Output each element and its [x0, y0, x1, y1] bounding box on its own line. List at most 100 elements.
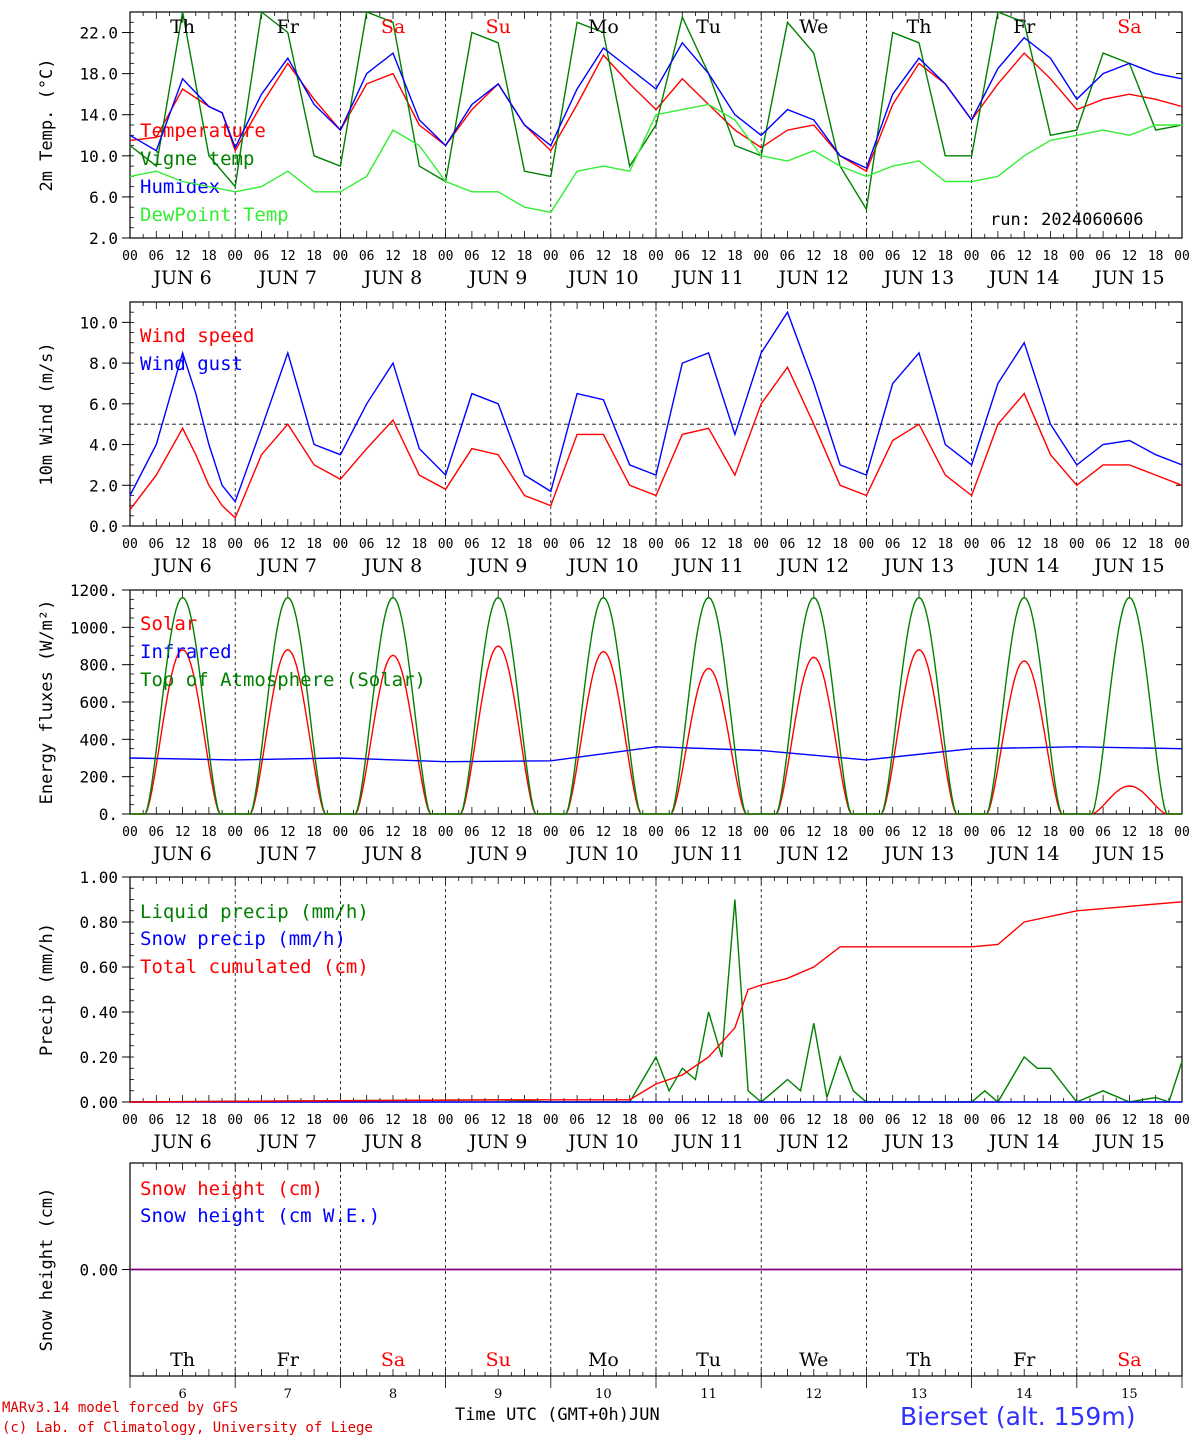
hour-tick-label: 18 — [1043, 249, 1059, 264]
day-name-bottom: Mo — [588, 1349, 619, 1371]
hour-tick-label: 06 — [885, 825, 901, 840]
hour-tick-label: 18 — [306, 249, 322, 264]
hour-tick-label: 06 — [148, 249, 164, 264]
date-label: JUN 6 — [151, 843, 211, 865]
hour-tick-label: 06 — [1095, 537, 1111, 552]
model-credit: MARv3.14 model forced by GFS — [2, 1400, 239, 1416]
hour-tick-label: 00 — [438, 1113, 454, 1128]
series-line-green — [129, 10, 1183, 212]
hour-tick-label: 00 — [122, 1113, 138, 1128]
date-label: JUN 10 — [566, 1131, 638, 1153]
hour-tick-label: 18 — [1043, 825, 1059, 840]
hour-tick-label: 06 — [885, 537, 901, 552]
hour-tick-label: 18 — [517, 537, 533, 552]
date-label: JUN 11 — [671, 843, 743, 865]
hour-tick-label: 12 — [911, 1113, 927, 1128]
y-tick-label: 200. — [79, 768, 118, 787]
hour-tick-label: 12 — [1122, 825, 1138, 840]
date-label: JUN 12 — [777, 843, 849, 865]
series-line-red — [129, 365, 1183, 520]
y-tick-label: 2.0 — [89, 476, 118, 495]
date-label: JUN 9 — [467, 843, 527, 865]
hour-tick-label: 06 — [1095, 1113, 1111, 1128]
hour-tick-label: 06 — [990, 825, 1006, 840]
hour-tick-label: 18 — [306, 825, 322, 840]
hour-tick-label: 00 — [543, 825, 559, 840]
hour-tick-label: 06 — [780, 249, 796, 264]
y-tick-label: 0.80 — [79, 913, 118, 932]
hour-tick-label: 18 — [937, 249, 953, 264]
hour-tick-label: 06 — [464, 537, 480, 552]
hour-tick-label: 06 — [1095, 249, 1111, 264]
date-label: JUN 13 — [882, 555, 954, 577]
date-label: JUN 10 — [566, 267, 638, 289]
date-label: JUN 9 — [467, 267, 527, 289]
hour-tick-label: 18 — [201, 249, 217, 264]
hour-tick-label: 06 — [780, 537, 796, 552]
hour-tick-label: 12 — [175, 1113, 191, 1128]
legend-entry: Humidex — [140, 176, 220, 198]
day-name-bottom: We — [799, 1349, 828, 1371]
hour-tick-label: 18 — [622, 537, 638, 552]
hour-tick-label: 18 — [201, 1113, 217, 1128]
panel-frame-1 — [129, 301, 1183, 527]
legend-entry: Wind speed — [140, 325, 254, 347]
hour-tick-label: 00 — [1069, 249, 1085, 264]
y-tick-label: 0.40 — [79, 1003, 118, 1022]
hour-tick-label: 12 — [280, 249, 296, 264]
day-number: 14 — [1016, 1387, 1033, 1402]
hour-tick-label: 06 — [359, 249, 375, 264]
hour-tick-label: 06 — [569, 249, 585, 264]
hour-tick-label: 12 — [911, 825, 927, 840]
legend-entry: Snow precip (mm/h) — [140, 928, 346, 950]
date-label: JUN 12 — [777, 1131, 849, 1153]
date-label: JUN 14 — [987, 843, 1059, 865]
date-label: JUN 6 — [151, 555, 211, 577]
hour-tick-label: 06 — [254, 249, 270, 264]
date-label: JUN 15 — [1092, 843, 1164, 865]
y-axis-label: 2m Temp. (°C) — [37, 58, 57, 191]
hour-tick-label: 00 — [122, 825, 138, 840]
hour-tick-label: 06 — [464, 825, 480, 840]
y-tick-label: 10.0 — [79, 313, 118, 332]
date-label: JUN 6 — [151, 1131, 211, 1153]
hour-tick-label: 06 — [569, 825, 585, 840]
date-label: JUN 11 — [671, 267, 743, 289]
day-number: 6 — [178, 1387, 186, 1402]
y-tick-label: 0.0 — [89, 517, 118, 536]
hour-tick-label: 00 — [1174, 825, 1190, 840]
hour-tick-label: 06 — [1095, 825, 1111, 840]
hour-tick-label: 12 — [596, 537, 612, 552]
hour-tick-label: 12 — [490, 1113, 506, 1128]
hour-tick-label: 12 — [385, 1113, 401, 1128]
day-number: 7 — [284, 1387, 292, 1402]
hour-tick-label: 12 — [1122, 537, 1138, 552]
hour-tick-label: 06 — [148, 825, 164, 840]
day-number: 13 — [911, 1387, 928, 1402]
series-line-blue — [129, 36, 1183, 170]
hour-tick-label: 18 — [1043, 537, 1059, 552]
date-label: JUN 14 — [987, 555, 1059, 577]
hour-tick-label: 06 — [148, 537, 164, 552]
hour-tick-label: 06 — [674, 249, 690, 264]
hour-tick-label: 00 — [753, 537, 769, 552]
day-name-top: Sa — [381, 16, 405, 38]
hour-tick-label: 12 — [280, 1113, 296, 1128]
hour-tick-label: 12 — [911, 537, 927, 552]
hour-tick-label: 12 — [1016, 537, 1032, 552]
series-line-blue — [129, 310, 1183, 504]
hour-tick-label: 18 — [937, 537, 953, 552]
date-label: JUN 9 — [467, 1131, 527, 1153]
hour-tick-label: 18 — [1148, 825, 1164, 840]
hour-tick-label: 18 — [306, 1113, 322, 1128]
date-label: JUN 7 — [257, 1131, 317, 1153]
hour-tick-label: 12 — [806, 537, 822, 552]
hour-tick-label: 18 — [1148, 249, 1164, 264]
hour-tick-label: 12 — [385, 249, 401, 264]
hour-tick-label: 06 — [885, 1113, 901, 1128]
hour-tick-label: 00 — [227, 537, 243, 552]
date-label: JUN 15 — [1092, 1131, 1164, 1153]
day-name-top: Mo — [588, 16, 619, 38]
hour-tick-label: 12 — [1016, 1113, 1032, 1128]
